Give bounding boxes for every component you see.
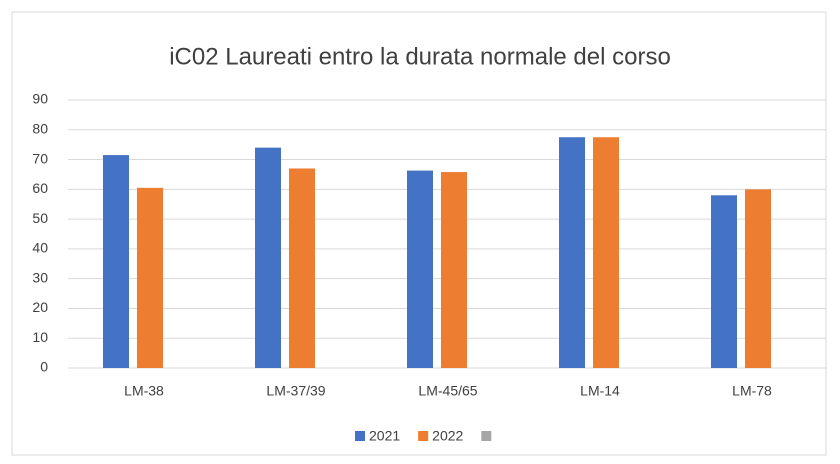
bar [103, 155, 129, 368]
y-tick-label: 50 [32, 210, 48, 226]
bar [711, 195, 737, 368]
legend-label: 2022 [432, 428, 463, 444]
x-tick-label: LM-45/65 [418, 383, 477, 399]
x-tick-label: LM-37/39 [266, 383, 325, 399]
bar [289, 168, 315, 368]
bar [137, 187, 163, 368]
chart-title: iC02 Laureati entro la durata normale de… [169, 43, 671, 70]
legend-swatch [481, 431, 492, 441]
y-tick-label: 0 [40, 359, 48, 375]
bar [745, 189, 771, 368]
y-tick-label: 80 [32, 120, 48, 136]
y-tick-label: 30 [32, 269, 48, 285]
legend-label: 2021 [369, 428, 400, 444]
bar [441, 172, 467, 368]
legend-swatch [355, 431, 365, 441]
x-tick-label: LM-78 [732, 383, 772, 399]
y-tick-label: 20 [32, 299, 48, 315]
legend-swatch [418, 431, 429, 441]
bar [593, 137, 619, 368]
y-tick-label: 60 [32, 180, 48, 196]
y-tick-label: 90 [32, 91, 48, 107]
y-tick-label: 70 [32, 150, 48, 166]
y-tick-label: 10 [32, 329, 48, 345]
x-tick-label: LM-14 [580, 383, 620, 399]
y-tick-label: 40 [32, 240, 48, 256]
x-tick-label: LM-38 [124, 383, 164, 399]
bar [559, 137, 585, 368]
bar [255, 147, 281, 368]
bar [407, 170, 433, 368]
